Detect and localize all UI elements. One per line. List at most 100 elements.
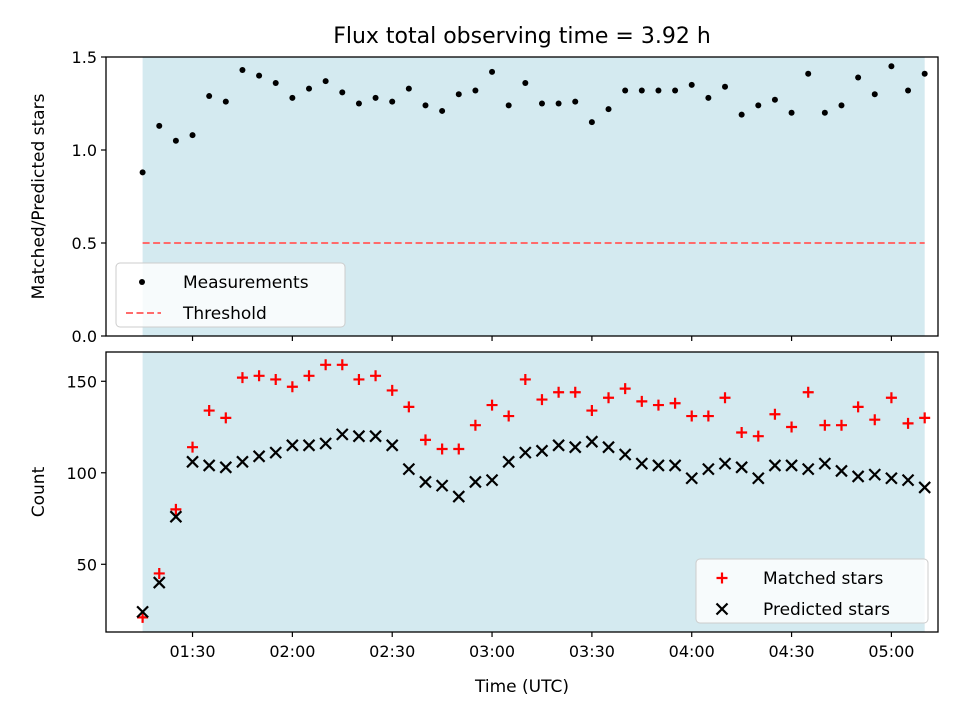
- data-point: [322, 78, 329, 85]
- data-point: [153, 567, 165, 579]
- data-point: [685, 471, 699, 485]
- x-tick-label: 01:30: [169, 642, 215, 661]
- data-point: [187, 441, 199, 453]
- data-point: [535, 444, 549, 458]
- legend-marker: [715, 602, 729, 616]
- data-point: [222, 98, 229, 105]
- data-point: [652, 399, 664, 411]
- data-point: [568, 440, 582, 454]
- data-point: [339, 89, 346, 96]
- data-point: [336, 359, 348, 371]
- data-point: [385, 439, 399, 452]
- data-point: [735, 461, 748, 474]
- data-point: [885, 392, 897, 404]
- data-point: [905, 87, 912, 94]
- data-point: [852, 401, 864, 413]
- data-point: [472, 87, 479, 94]
- data-point: [869, 414, 881, 426]
- data-point: [306, 85, 313, 92]
- data-point: [272, 80, 279, 87]
- data-point: [918, 481, 931, 494]
- data-point: [455, 91, 462, 98]
- data-point: [755, 102, 762, 109]
- data-point: [319, 437, 332, 450]
- y-axis-label: Count: [29, 466, 49, 517]
- data-point: [202, 459, 216, 472]
- data-point: [220, 412, 232, 424]
- data-point: [256, 72, 263, 79]
- data-point: [672, 87, 679, 94]
- data-point: [503, 410, 515, 422]
- data-point: [652, 459, 665, 472]
- data-point: [719, 392, 731, 404]
- data-point: [452, 490, 466, 503]
- data-point: [888, 63, 895, 70]
- y-tick-label: 0.0: [72, 327, 97, 346]
- data-point: [203, 405, 215, 417]
- data-point: [602, 440, 615, 454]
- data-point: [289, 94, 296, 101]
- legend-box: [115, 262, 346, 328]
- data-point: [919, 412, 931, 424]
- data-point: [403, 401, 415, 413]
- data-point: [868, 468, 882, 481]
- data-point: [422, 102, 429, 109]
- data-point: [901, 473, 915, 487]
- series-measurements: [139, 63, 928, 176]
- data-point: [270, 373, 282, 385]
- axes-frame: [105, 56, 939, 337]
- data-point: [353, 373, 365, 385]
- series-matched-stars: [137, 359, 931, 623]
- data-point: [586, 405, 598, 417]
- data-point: [152, 576, 166, 589]
- data-point: [553, 386, 565, 398]
- legend-marker: [139, 279, 145, 285]
- data-point: [802, 386, 814, 398]
- data-point: [286, 439, 299, 452]
- data-point: [785, 459, 798, 472]
- data-point: [489, 68, 496, 75]
- data-point: [269, 446, 283, 459]
- data-point: [669, 397, 681, 409]
- data-point: [435, 479, 449, 492]
- legend: Measurements Threshold: [115, 262, 346, 328]
- data-point: [355, 100, 362, 107]
- data-point: [485, 473, 499, 487]
- x-tick-label: 02:00: [269, 642, 315, 661]
- data-point: [453, 443, 465, 455]
- data-point: [239, 67, 246, 74]
- legend-label: Measurements: [183, 273, 309, 293]
- data-point: [569, 386, 581, 398]
- x-tick-label: 04:30: [769, 642, 815, 661]
- data-point: [771, 96, 778, 103]
- data-point: [819, 419, 831, 431]
- data-point: [519, 373, 531, 385]
- data-point: [605, 106, 612, 113]
- data-point: [871, 91, 878, 98]
- data-point: [835, 464, 848, 478]
- legend-box: [695, 558, 929, 624]
- data-point: [686, 410, 698, 422]
- data-point: [252, 450, 266, 463]
- data-point: [752, 471, 765, 485]
- data-point: [636, 395, 648, 407]
- data-point: [469, 419, 481, 431]
- data-point: [552, 439, 565, 452]
- legend: Matched stars Predicted stars: [695, 558, 929, 624]
- data-point: [206, 93, 213, 100]
- data-point: [688, 81, 695, 88]
- data-point: [505, 102, 512, 109]
- x-tick-label: 03:00: [469, 642, 515, 661]
- y-tick-label: 50: [77, 555, 97, 574]
- data-point: [702, 462, 715, 476]
- axes-frame: [105, 351, 939, 633]
- data-point: [303, 370, 315, 382]
- data-point: [502, 455, 515, 469]
- data-point: [722, 83, 729, 90]
- data-point: [588, 119, 595, 126]
- data-point: [736, 427, 748, 439]
- data-point: [170, 503, 182, 515]
- data-point: [236, 372, 248, 384]
- data-point: [921, 70, 928, 77]
- data-point: [705, 94, 712, 101]
